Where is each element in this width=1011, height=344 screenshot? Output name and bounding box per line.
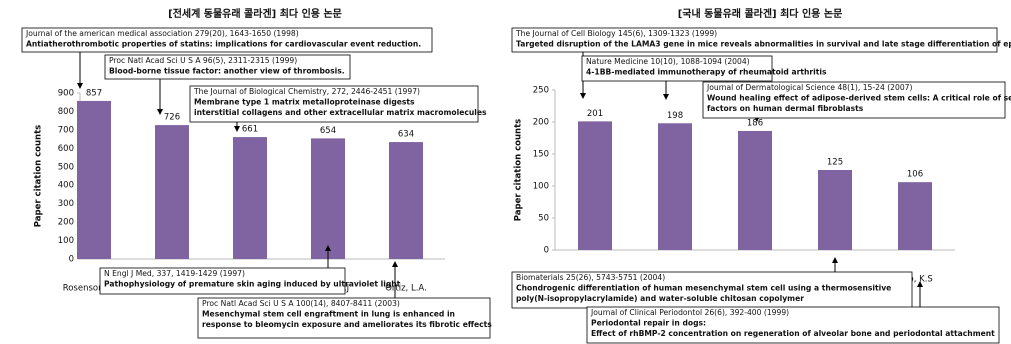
bar (233, 137, 267, 259)
annotation-title: poly(N-isopropylacrylamide) and water-so… (516, 294, 804, 303)
annotation-box (702, 81, 1006, 119)
data-label: 198 (667, 111, 683, 121)
annotation-title: Targeted disruption of the LAMA3 gene in… (516, 40, 1011, 49)
y-tick-label: 0 (69, 255, 74, 265)
y-tick-label: 500 (58, 162, 74, 172)
annotation-title: Effect of rhBMP-2 concentration on regen… (591, 329, 995, 338)
annotation-title: factors on human dermal fibroblasts (707, 104, 864, 113)
annotation-citation: Proc Natl Acad Sci U S A 100(14), 8407-8… (202, 299, 400, 308)
annotation-box (511, 271, 913, 309)
bar (738, 130, 772, 250)
annotation-citation: Biomaterials 25(26), 5743-5751 (2004) (516, 273, 665, 282)
annotation-box (21, 27, 433, 53)
annotation-title: Chondrogenic differentiation of human me… (516, 284, 891, 293)
annotation-box (197, 297, 491, 339)
annotation-title: Blood-borne tissue factor: another view … (109, 67, 345, 76)
annotation-citation: The Journal of Cell Biology 145(6), 1309… (515, 29, 717, 38)
x-tick-label: Rosenson, R.S. (63, 284, 126, 294)
data-label: 201 (587, 109, 603, 119)
y-tick-label: 200 (533, 118, 549, 128)
data-label: 857 (86, 88, 102, 98)
annotation-citation: Journal of Dermatological Science 48(1),… (706, 83, 912, 92)
annotation-title: Wound healing effect of adipose-derived … (707, 94, 1011, 103)
x-tick-label: Cho, K.S (897, 275, 933, 285)
bar (389, 142, 423, 259)
annotation-citation: Journal of the american medical associat… (25, 29, 299, 38)
annotation-box (99, 267, 346, 295)
annotation-title: Periodontal repair in dogs: (591, 319, 706, 328)
y-tick-label: 150 (533, 150, 549, 160)
annotation-title: interstitial collagens and other extrace… (194, 108, 487, 117)
annotation-title: Mesenchymal stem cell engraftment in lun… (202, 310, 455, 319)
y-tick-label: 400 (58, 181, 74, 191)
y-tick-label: 50 (538, 214, 549, 224)
annotation-box (104, 54, 351, 80)
annotation-title: Membrane type 1 matrix metalloproteinase… (194, 98, 415, 107)
annotation-citation: The Journal of Biological Chemistry, 272… (193, 87, 420, 96)
annotation-citation: N Engl J Med, 337, 1419-1429 (1997) (104, 269, 245, 278)
annotation-box (511, 27, 998, 53)
annotation-citation: Nature Medicine 10(10), 1088-1094 (2004) (586, 57, 750, 66)
y-tick-label: 100 (58, 236, 74, 246)
data-label: 186 (747, 118, 763, 128)
y-tick-label: 200 (58, 218, 74, 228)
bar (658, 123, 692, 250)
data-label: 106 (907, 170, 923, 180)
y-tick-label: 100 (533, 182, 549, 192)
data-label: 726 (164, 113, 180, 123)
y-tick-label: 300 (58, 199, 74, 209)
y-axis-label: Paper citation counts (514, 119, 524, 221)
y-tick-label: 900 (58, 89, 74, 99)
chart-title: [국내 동물유래 콜라겐] 최다 인용 논문 (678, 7, 843, 20)
x-tick-label: Ortiz, L.A. (385, 284, 427, 294)
annotation-citation: Journal of Clinical Periodontol 26(6), 3… (590, 308, 789, 317)
bar (311, 138, 345, 259)
y-axis-label: Paper citation counts (34, 125, 44, 227)
annotation-box (586, 306, 1000, 344)
annotation-title: Pathophysiology of premature skin aging … (104, 280, 401, 289)
y-tick-label: 250 (533, 86, 549, 96)
bar (898, 182, 932, 250)
y-tick-label: 700 (58, 125, 74, 135)
data-label: 634 (398, 130, 414, 140)
bar (578, 121, 612, 250)
annotation-box (581, 55, 773, 82)
annotation-box (189, 85, 479, 123)
annotation-title: 4-1BB-mediated immunotherapy of rheumato… (586, 68, 827, 77)
annotation-title: response to bleomycin exposure and ameli… (202, 320, 492, 329)
data-label: 654 (320, 126, 336, 136)
chart-title: [전세계 동물유래 콜라겐] 최다 인용 논문 (168, 7, 342, 20)
y-tick-label: 0 (544, 246, 549, 256)
bar (818, 170, 852, 250)
y-tick-label: 600 (58, 144, 74, 154)
annotation-citation: Proc Natl Acad Sci U S A 96(5), 2311-231… (109, 56, 297, 65)
bar (77, 100, 111, 259)
y-tick-label: 800 (58, 107, 74, 117)
data-label: 125 (827, 158, 843, 168)
annotation-title: Antiatherothrombotic properties of stati… (26, 40, 421, 49)
data-label: 661 (242, 125, 258, 135)
bar (155, 125, 189, 260)
